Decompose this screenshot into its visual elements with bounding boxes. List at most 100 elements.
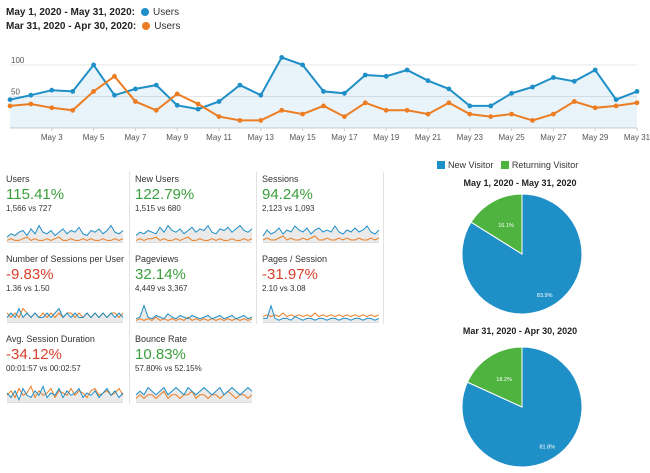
series-current-point[interactable] bbox=[195, 106, 201, 112]
series-previous-point[interactable] bbox=[634, 100, 640, 106]
metric-tile[interactable]: Avg. Session Duration -34.12% 00:01:57 vs … bbox=[6, 334, 124, 406]
series-current-point[interactable] bbox=[91, 62, 96, 68]
series-current-point[interactable] bbox=[300, 62, 305, 68]
series-previous-point[interactable] bbox=[321, 103, 326, 109]
series-previous-point[interactable] bbox=[571, 99, 577, 104]
series-previous-point[interactable] bbox=[216, 114, 222, 119]
legend-previous: Mar 31, 2020 - Apr 30, 2020: Users bbox=[6, 21, 180, 32]
series-previous-point[interactable] bbox=[342, 114, 347, 119]
metric-sparkline bbox=[6, 224, 124, 243]
series-current-point[interactable] bbox=[70, 89, 76, 94]
series-previous-point[interactable] bbox=[300, 111, 305, 117]
x-tick-label: May 15 bbox=[289, 133, 316, 142]
series-current-point[interactable] bbox=[174, 102, 180, 108]
sparkline-current bbox=[135, 224, 253, 236]
metric-divider bbox=[383, 172, 384, 324]
series-previous-point[interactable] bbox=[133, 99, 138, 104]
returning-visitor-swatch bbox=[500, 161, 509, 169]
series-previous-point[interactable] bbox=[153, 107, 159, 113]
series-current-point[interactable] bbox=[404, 67, 410, 73]
series-current-point[interactable] bbox=[530, 84, 535, 90]
series-current-point[interactable] bbox=[112, 92, 117, 98]
metric-label: Users bbox=[6, 174, 30, 184]
series-previous-point[interactable] bbox=[425, 111, 431, 117]
x-tick-label: May 17 bbox=[331, 133, 358, 142]
series-current-point[interactable] bbox=[488, 103, 494, 109]
series-current-point[interactable] bbox=[133, 86, 138, 92]
series-current-point[interactable] bbox=[613, 97, 619, 102]
series-previous-point[interactable] bbox=[279, 107, 285, 113]
series-current-point[interactable] bbox=[467, 103, 473, 109]
series-previous-point[interactable] bbox=[258, 118, 264, 123]
series-previous-point[interactable] bbox=[174, 91, 180, 97]
metric-sparkline bbox=[135, 304, 253, 323]
series-previous-point[interactable] bbox=[613, 103, 619, 109]
series-current-point[interactable] bbox=[258, 92, 264, 98]
series-current-point[interactable] bbox=[425, 78, 431, 84]
pie-slice-returning-visitor[interactable] bbox=[470, 193, 523, 255]
series-current-point[interactable] bbox=[571, 78, 577, 84]
series-current-point[interactable] bbox=[279, 55, 285, 60]
pie-current: 83.9% 16.1% bbox=[461, 193, 583, 315]
legend-current-dot bbox=[140, 8, 149, 16]
series-current-point[interactable] bbox=[237, 82, 243, 88]
series-current-point[interactable] bbox=[49, 87, 55, 93]
series-previous-point[interactable] bbox=[509, 111, 514, 117]
metric-tile[interactable]: Sessions 94.24% 2,123 vs 1,093 bbox=[262, 174, 380, 246]
series-current-point[interactable] bbox=[383, 73, 389, 79]
series-previous-point[interactable] bbox=[551, 111, 556, 117]
series-previous-point[interactable] bbox=[195, 101, 201, 107]
legend-previous-dot bbox=[142, 22, 151, 30]
series-current-point[interactable] bbox=[216, 99, 222, 104]
new-visitor-swatch bbox=[437, 161, 445, 169]
metric-label: Bounce Rate bbox=[135, 334, 188, 344]
series-previous-point[interactable] bbox=[467, 111, 473, 117]
series-current-point[interactable] bbox=[321, 89, 326, 94]
x-tick-label: May 23 bbox=[457, 133, 484, 142]
x-tick-label: May 11 bbox=[206, 133, 232, 142]
metric-tile[interactable]: Users 115.41% 1,566 vs 727 bbox=[6, 174, 124, 246]
pie-slice-returning-visitor[interactable] bbox=[466, 346, 523, 408]
series-previous-point[interactable] bbox=[70, 107, 76, 113]
users-line-chart: 50 100 May 3 May 5 May 7 May 9 May 11 May 13 May… bbox=[7, 55, 650, 142]
series-previous-point[interactable] bbox=[362, 100, 368, 106]
series-previous-point[interactable] bbox=[28, 101, 34, 107]
series-current-point[interactable] bbox=[342, 90, 347, 96]
series-current-point[interactable] bbox=[7, 97, 13, 102]
sparkline-previous bbox=[135, 236, 253, 241]
metric-label: New Users bbox=[135, 174, 180, 184]
pie-legend-new: New Visitor bbox=[448, 160, 494, 170]
series-previous-point[interactable] bbox=[91, 89, 96, 94]
legend-current-series: Users bbox=[152, 7, 180, 18]
x-tick-label: May 13 bbox=[248, 133, 275, 142]
series-current-point[interactable] bbox=[446, 86, 452, 92]
series-previous-point[interactable] bbox=[49, 105, 55, 111]
metric-tile[interactable]: Number of Sessions per User -9.83% 1.36 vs… bbox=[6, 254, 124, 326]
sparkline-current bbox=[6, 307, 124, 319]
series-previous-point[interactable] bbox=[530, 118, 535, 123]
series-current-point[interactable] bbox=[362, 72, 368, 78]
sparkline-current bbox=[6, 384, 124, 402]
series-previous-point[interactable] bbox=[112, 73, 117, 79]
series-previous-point[interactable] bbox=[383, 107, 389, 113]
series-previous-point[interactable] bbox=[7, 103, 13, 109]
metric-tile[interactable]: Pageviews 32.14% 4,449 vs 3,367 bbox=[135, 254, 253, 326]
metric-tile[interactable]: Pages / Session -31.97% 2.10 vs 3.08 bbox=[262, 254, 380, 326]
series-current-point[interactable] bbox=[551, 75, 556, 80]
series-current-point[interactable] bbox=[592, 67, 598, 73]
series-previous-point[interactable] bbox=[446, 100, 452, 106]
metric-comparison: 1,566 vs 727 bbox=[6, 204, 52, 213]
series-previous-point[interactable] bbox=[592, 105, 598, 111]
series-current-point[interactable] bbox=[509, 90, 514, 96]
series-previous-point[interactable] bbox=[404, 107, 410, 113]
sparkline-current bbox=[6, 224, 124, 238]
pie-slice-new-visitor[interactable] bbox=[461, 346, 583, 468]
pie-legend-returning: Returning Visitor bbox=[511, 160, 579, 170]
metric-tile[interactable]: New Users 122.79% 1,515 vs 680 bbox=[135, 174, 253, 246]
series-current-point[interactable] bbox=[153, 82, 159, 88]
series-previous-point[interactable] bbox=[237, 118, 243, 123]
series-current-point[interactable] bbox=[634, 89, 640, 94]
series-previous-point[interactable] bbox=[488, 114, 494, 119]
metric-tile[interactable]: Bounce Rate 10.83% 57.80% vs 52.15% bbox=[135, 334, 253, 406]
series-current-point[interactable] bbox=[28, 92, 34, 98]
